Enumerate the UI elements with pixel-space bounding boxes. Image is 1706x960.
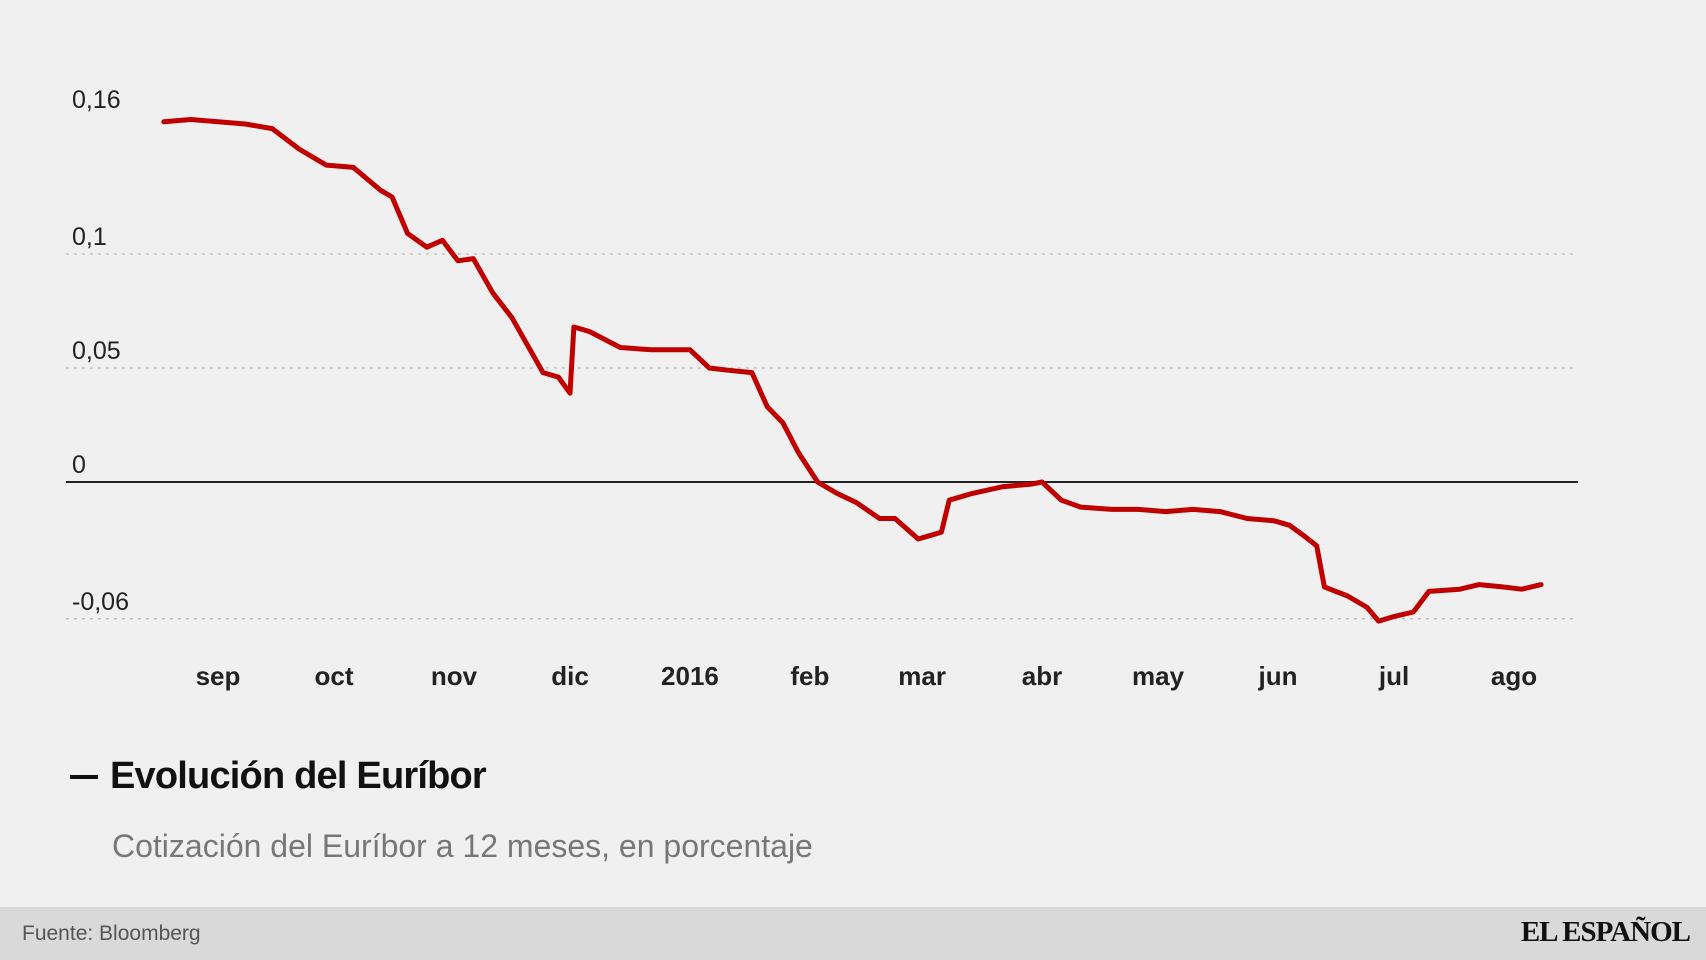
x-tick-label-6: mar: [898, 661, 946, 691]
x-tick-label-4: 2016: [661, 661, 719, 691]
chart-title-text: Evolución del Euríbor: [110, 755, 487, 797]
legend-dash-icon: [70, 774, 98, 779]
x-tick-label-9: jun: [1258, 661, 1298, 691]
x-tick-label-3: dic: [551, 661, 589, 691]
y-tick-label-3: 0: [72, 451, 86, 479]
series-line-0: [161, 117, 1544, 624]
line-chart: 0,16 0,1 0,05 0 -0,06 sep oct nov dic 2016 feb mar…: [66, 86, 1578, 691]
x-tick-label-10: jul: [1378, 661, 1409, 691]
x-tick-label-1: oct: [315, 661, 354, 691]
x-tick-label-11: ago: [1491, 661, 1537, 691]
x-axis-ticks: sep oct nov dic 2016 feb mar abr may jun jul ago: [196, 661, 1538, 691]
x-tick-label-8: may: [1132, 661, 1185, 691]
x-tick-label-7: abr: [1022, 661, 1062, 691]
y-tick-label-1: 0,1: [72, 223, 107, 251]
brand-logo: EL ESPAÑOL: [1520, 916, 1691, 948]
y-tick-label-4: -0,06: [72, 588, 129, 616]
y-tick-label-2: 0,05: [72, 337, 121, 365]
chart-subtitle: Cotización del Euríbor a 12 meses, en po…: [112, 828, 813, 864]
chart-title: Evolución del Euríbor: [70, 755, 487, 798]
y-tick-label-0: 0,16: [72, 86, 121, 114]
grid-lines: [66, 253, 1578, 620]
footer-bar: Fuente: Bloomberg EL ESPAÑOL: [0, 907, 1706, 960]
x-tick-label-2: nov: [431, 661, 478, 691]
source-text: Fuente: Bloomberg: [22, 922, 201, 945]
series-layer: [161, 117, 1544, 624]
y-axis-ticks: 0,16 0,1 0,05 0 -0,06: [72, 86, 129, 616]
x-tick-label-0: sep: [196, 661, 241, 691]
x-tick-label-5: feb: [790, 661, 829, 691]
